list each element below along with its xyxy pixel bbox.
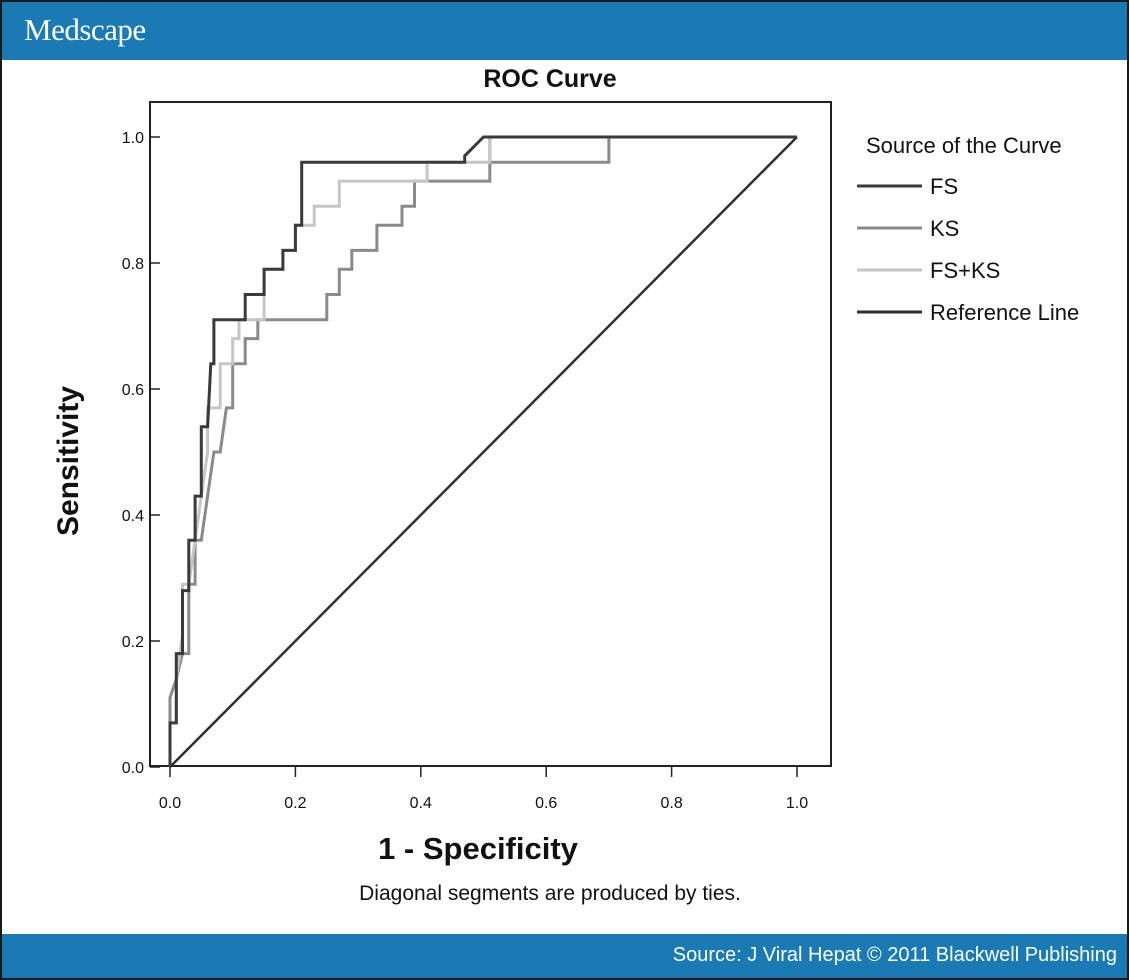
y-tick-label: 1.0 bbox=[122, 130, 144, 147]
legend-label: FS+KS bbox=[930, 258, 1000, 283]
legend-label: Reference Line bbox=[930, 300, 1079, 325]
legend-label: FS bbox=[930, 174, 958, 199]
x-tick-label: 0.4 bbox=[410, 795, 432, 812]
header-bar: Medscape bbox=[2, 2, 1127, 60]
legend-label: KS bbox=[930, 216, 959, 241]
y-axis-label: Sensitivity bbox=[52, 386, 85, 536]
y-tick-label: 0.2 bbox=[122, 634, 144, 651]
y-axis: 0.0 0.2 0.4 0.6 0.8 1.0 bbox=[122, 130, 160, 777]
medscape-logo: Medscape bbox=[24, 12, 146, 47]
ties-note: Diagonal segments are produced by ties. bbox=[359, 882, 741, 905]
x-tick-label: 0.6 bbox=[535, 795, 557, 812]
series-reference-line-line bbox=[169, 136, 798, 768]
x-tick-label: 0.8 bbox=[660, 795, 682, 812]
legend: FS KS FS+KS Reference Line bbox=[857, 174, 1079, 325]
y-tick-label: 0.4 bbox=[122, 508, 144, 525]
series-ks-line bbox=[168, 135, 611, 767]
series-layer bbox=[168, 135, 798, 768]
series-fs-line bbox=[168, 135, 797, 767]
footer-bar: Source: J Viral Hepat © 2011 Blackwell P… bbox=[2, 934, 1127, 978]
x-axis-label: 1 - Specificity bbox=[378, 831, 579, 866]
y-tick-label: 0.0 bbox=[122, 760, 144, 777]
x-axis: 0.0 0.2 0.4 0.6 0.8 1.0 bbox=[159, 766, 808, 812]
source-credit: Source: J Viral Hepat © 2011 Blackwell P… bbox=[672, 944, 1117, 966]
chart-title: ROC Curve bbox=[483, 65, 616, 93]
plot-frame bbox=[149, 101, 832, 767]
y-tick-label: 0.8 bbox=[122, 256, 144, 273]
x-tick-label: 1.0 bbox=[786, 795, 808, 812]
series-fs-ks-line bbox=[168, 135, 797, 767]
legend-title: Source of the Curve bbox=[866, 133, 1062, 158]
x-tick-label: 0.0 bbox=[159, 795, 181, 812]
x-tick-label: 0.2 bbox=[284, 795, 306, 812]
y-tick-label: 0.6 bbox=[122, 382, 144, 399]
